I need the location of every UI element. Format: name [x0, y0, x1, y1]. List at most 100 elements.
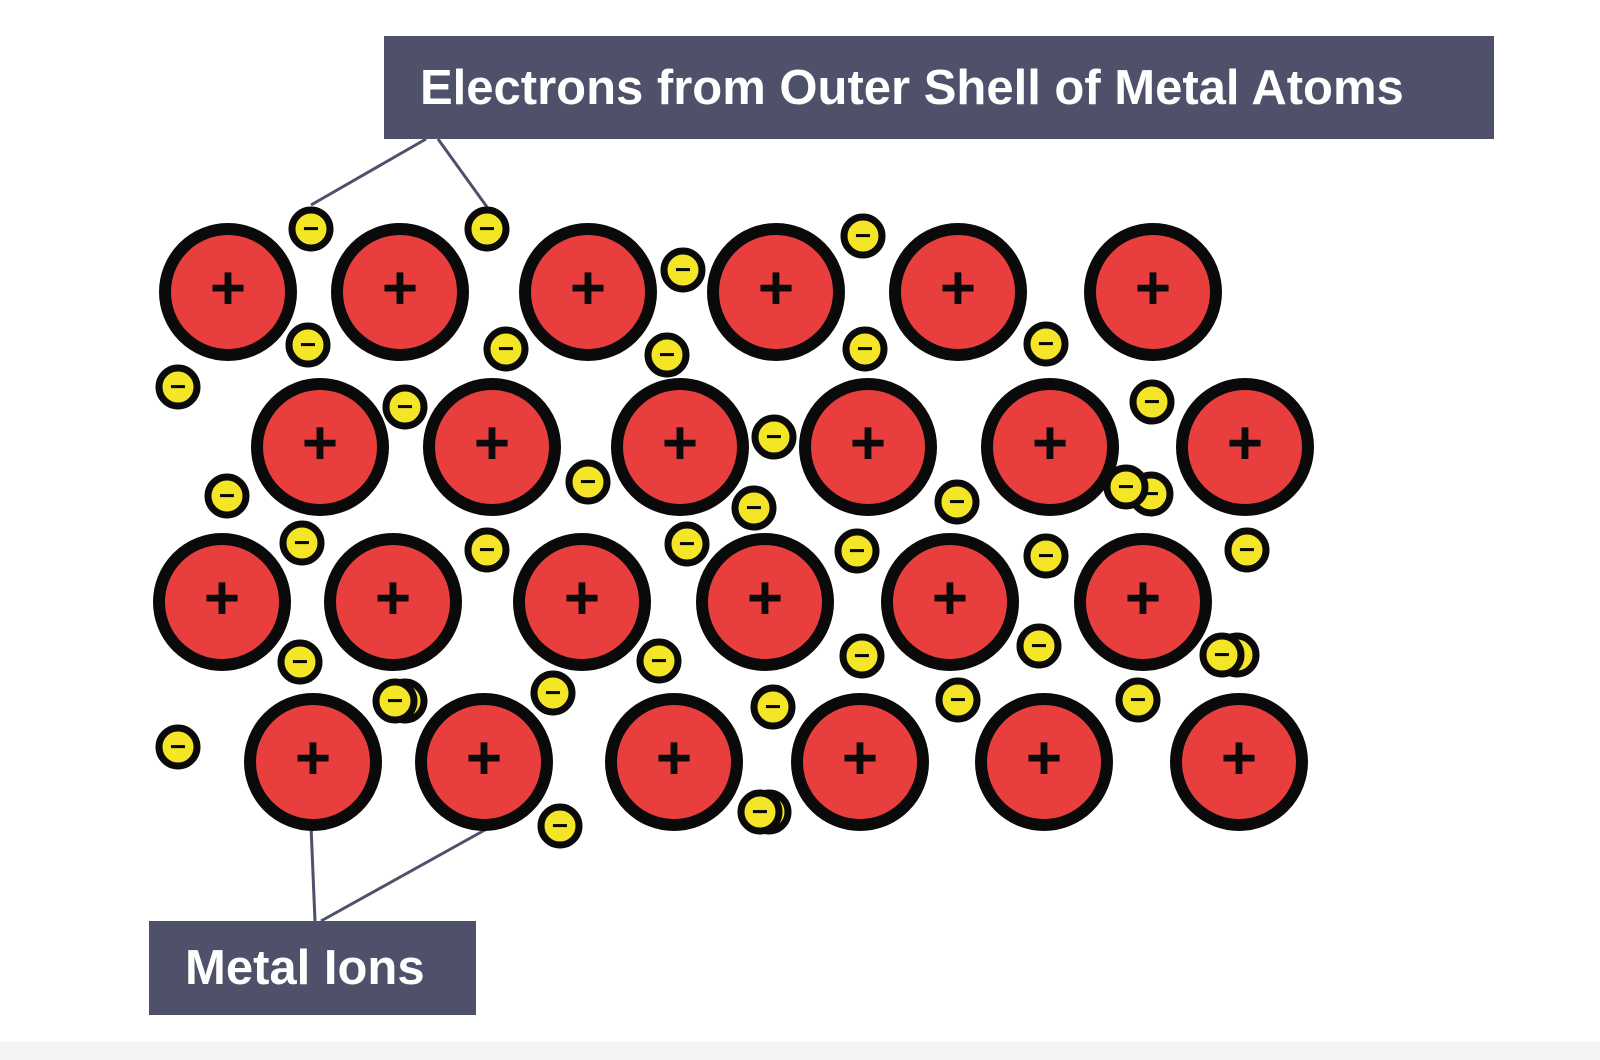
electron: − — [737, 789, 783, 835]
minus-sign: − — [1130, 684, 1146, 715]
metal-ion: + — [423, 378, 561, 516]
plus-sign: + — [210, 254, 246, 323]
metal-ion: + — [519, 223, 657, 361]
electron: − — [382, 384, 428, 430]
plus-sign: + — [940, 254, 976, 323]
electron: − — [372, 678, 418, 724]
minus-sign: − — [170, 731, 186, 762]
metal-ion: + — [153, 533, 291, 671]
metal-ion: + — [799, 378, 937, 516]
metal-ions-group: + + + + + + + + + + + + + + + + + + + + + + + + — [153, 223, 1314, 831]
metal-ion: + — [513, 533, 651, 671]
minus-sign: − — [1118, 471, 1134, 502]
ion-leader-line — [309, 825, 317, 922]
plus-sign: + — [375, 564, 411, 633]
electron: − — [751, 414, 797, 460]
electron: − — [934, 479, 980, 525]
metal-ion: + — [707, 223, 845, 361]
electron: − — [839, 633, 885, 679]
minus-sign: − — [292, 646, 308, 677]
metal-ion: + — [251, 378, 389, 516]
electron: − — [537, 803, 583, 849]
plus-sign: + — [204, 564, 240, 633]
minus-sign: − — [651, 645, 667, 676]
metal-ion: + — [696, 533, 834, 671]
minus-sign: − — [765, 691, 781, 722]
electron: − — [565, 459, 611, 505]
minus-sign: − — [552, 810, 568, 841]
metal-ion: + — [611, 378, 749, 516]
minus-sign: − — [1038, 328, 1054, 359]
metal-ion: + — [1084, 223, 1222, 361]
electron-leader-line — [436, 138, 489, 208]
minus-sign: − — [170, 371, 186, 402]
electron: − — [834, 528, 880, 574]
minus-sign: − — [479, 534, 495, 565]
plus-sign: + — [932, 564, 968, 633]
minus-sign: − — [219, 480, 235, 511]
metal-ion: + — [1074, 533, 1212, 671]
metal-ion: + — [981, 378, 1119, 516]
electron: − — [530, 670, 576, 716]
minus-sign: − — [1144, 386, 1160, 417]
minus-sign: − — [545, 677, 561, 708]
electron: − — [155, 724, 201, 770]
electrons-group: −−−−−−−−−−−−−−−−−−−−−−−−−−−−−−−−−−−−−−−−… — [155, 206, 1270, 849]
metal-ions-label: Metal Ions — [149, 921, 476, 1015]
plus-sign: + — [382, 254, 418, 323]
minus-sign: − — [855, 220, 871, 251]
electron: − — [664, 521, 710, 567]
minus-sign: − — [498, 333, 514, 364]
plus-sign: + — [758, 254, 794, 323]
plus-sign: + — [570, 254, 606, 323]
electron: − — [288, 206, 334, 252]
electron: − — [1023, 533, 1069, 579]
ion-leader-line — [320, 824, 493, 923]
metal-ion: + — [415, 693, 553, 831]
plus-sign: + — [295, 724, 331, 793]
plus-sign: + — [1125, 564, 1161, 633]
minus-sign: − — [479, 213, 495, 244]
metal-ion: + — [791, 693, 929, 831]
electron: − — [1115, 677, 1161, 723]
minus-sign: − — [752, 796, 768, 827]
electron: − — [1129, 379, 1175, 425]
metal-ion: + — [159, 223, 297, 361]
electron: − — [840, 213, 886, 259]
minus-sign: − — [766, 421, 782, 452]
electron: − — [750, 684, 796, 730]
electron: − — [204, 473, 250, 519]
metal-ion: + — [324, 533, 462, 671]
minus-sign: − — [746, 492, 762, 523]
minus-sign: − — [854, 640, 870, 671]
electron: − — [731, 485, 777, 531]
electron: − — [1016, 623, 1062, 669]
minus-sign: − — [849, 535, 865, 566]
electron: − — [464, 206, 510, 252]
plus-sign: + — [662, 409, 698, 478]
plus-sign: + — [850, 409, 886, 478]
minus-sign: − — [1031, 630, 1047, 661]
electron: − — [1199, 632, 1245, 678]
electron: − — [277, 639, 323, 685]
minus-sign: − — [1214, 639, 1230, 670]
minus-sign: − — [397, 391, 413, 422]
electron: − — [1103, 464, 1149, 510]
metal-ion: + — [1176, 378, 1314, 516]
minus-sign: − — [294, 527, 310, 558]
minus-sign: − — [1038, 540, 1054, 571]
minus-sign: − — [659, 339, 675, 370]
plus-sign: + — [842, 724, 878, 793]
minus-sign: − — [950, 684, 966, 715]
plus-sign: + — [656, 724, 692, 793]
electron: − — [660, 247, 706, 293]
electron: − — [1224, 527, 1270, 573]
minus-sign: − — [857, 333, 873, 364]
electron: − — [1023, 321, 1069, 367]
plus-sign: + — [1026, 724, 1062, 793]
electron: − — [636, 638, 682, 684]
metal-ion: + — [975, 693, 1113, 831]
electron: − — [279, 520, 325, 566]
